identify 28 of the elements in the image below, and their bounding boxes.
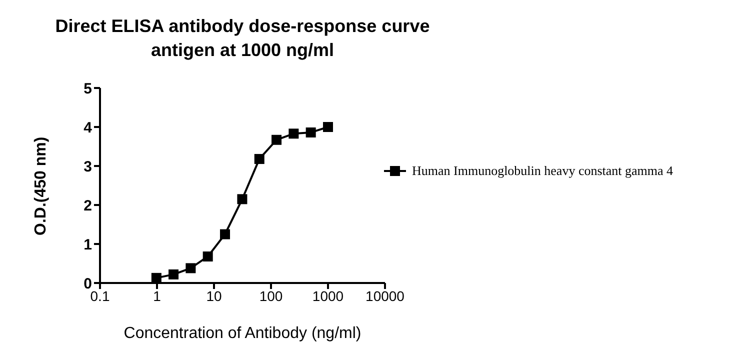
y-axis-title: O.D.(450 nm) (32, 136, 50, 236)
point (323, 122, 333, 132)
y-tick-label: 0 (84, 275, 92, 292)
y-tick-label: 4 (84, 119, 93, 136)
legend-label: Human Immunoglobulin heavy constant gamma 4 (412, 163, 674, 179)
point (220, 229, 230, 240)
x-tick-label: 1 (153, 288, 162, 304)
x-tick-label: 10000 (366, 288, 405, 304)
y-tick-label: 1 (84, 236, 92, 254)
y-tick-label: 3 (84, 158, 92, 176)
x-tick-label: 0.1 (90, 288, 110, 304)
x-tick-label: 10 (206, 288, 222, 304)
point (288, 128, 299, 139)
y-tick-label: 5 (84, 80, 92, 98)
y-tick-label: 2 (84, 197, 92, 214)
point (306, 127, 316, 138)
point (202, 251, 213, 262)
point (186, 263, 196, 274)
chart-subtitle: antigen at 1000 ng/ml (150, 39, 336, 62)
chart-title: Direct ELISA antibody dose-response curve (54, 15, 431, 38)
point (254, 154, 264, 164)
point (151, 272, 162, 283)
x-tick-label: 1000 (312, 288, 344, 304)
x-tick-label: 100 (259, 288, 283, 304)
point (237, 194, 248, 204)
point (168, 269, 179, 280)
point (272, 134, 282, 145)
x-axis-title: Concentration of Antibody (ng/ml) (124, 325, 362, 342)
